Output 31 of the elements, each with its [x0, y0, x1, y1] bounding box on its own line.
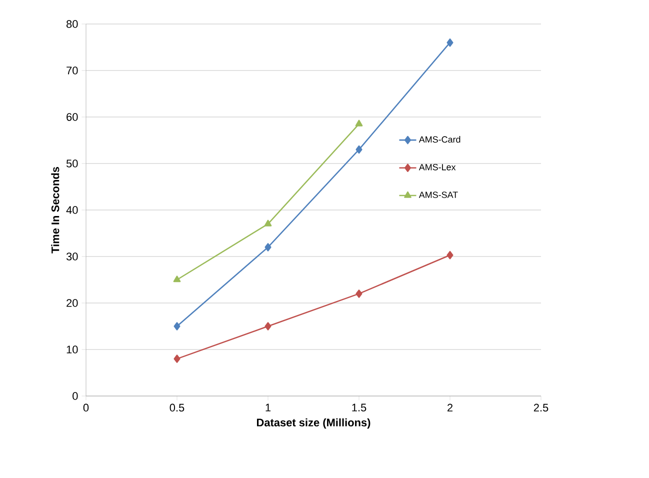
y-tick-label: 0	[72, 392, 78, 400]
y-tick-label: 10	[66, 346, 78, 354]
point	[173, 276, 181, 282]
y-tick-label: 60	[66, 113, 78, 121]
point	[264, 220, 272, 226]
y-axis-title: Time In Seconds	[51, 167, 60, 254]
x-tick-label: 0.5	[170, 404, 184, 412]
x-tick-label: 0	[83, 404, 89, 412]
legend-label: AMS-Lex	[418, 164, 456, 170]
y-tick-label: 20	[66, 299, 78, 307]
x-tick-label: 2.5	[534, 404, 548, 412]
y-tick-label: 30	[66, 252, 78, 260]
y-tick-label: 50	[66, 160, 78, 168]
point	[446, 250, 454, 260]
x-tick-label: 1	[266, 404, 271, 412]
y-tick-label: 80	[66, 20, 78, 28]
point	[174, 322, 180, 330]
point	[355, 120, 363, 126]
point	[174, 354, 180, 363]
legend-label: AMS-Card	[418, 136, 460, 143]
legend-label: AMS-SAT	[418, 192, 458, 198]
point	[264, 322, 272, 330]
x-tick-label: 2	[448, 404, 453, 412]
point	[446, 38, 454, 47]
y-tick-label: 40	[66, 206, 78, 214]
y-tick-label: 70	[66, 66, 78, 74]
x-tick-label: 1.5	[352, 404, 366, 412]
point	[356, 145, 362, 154]
point	[356, 290, 362, 298]
x-axis-title: Dataset size (Millions)	[256, 418, 370, 429]
point	[264, 243, 272, 252]
